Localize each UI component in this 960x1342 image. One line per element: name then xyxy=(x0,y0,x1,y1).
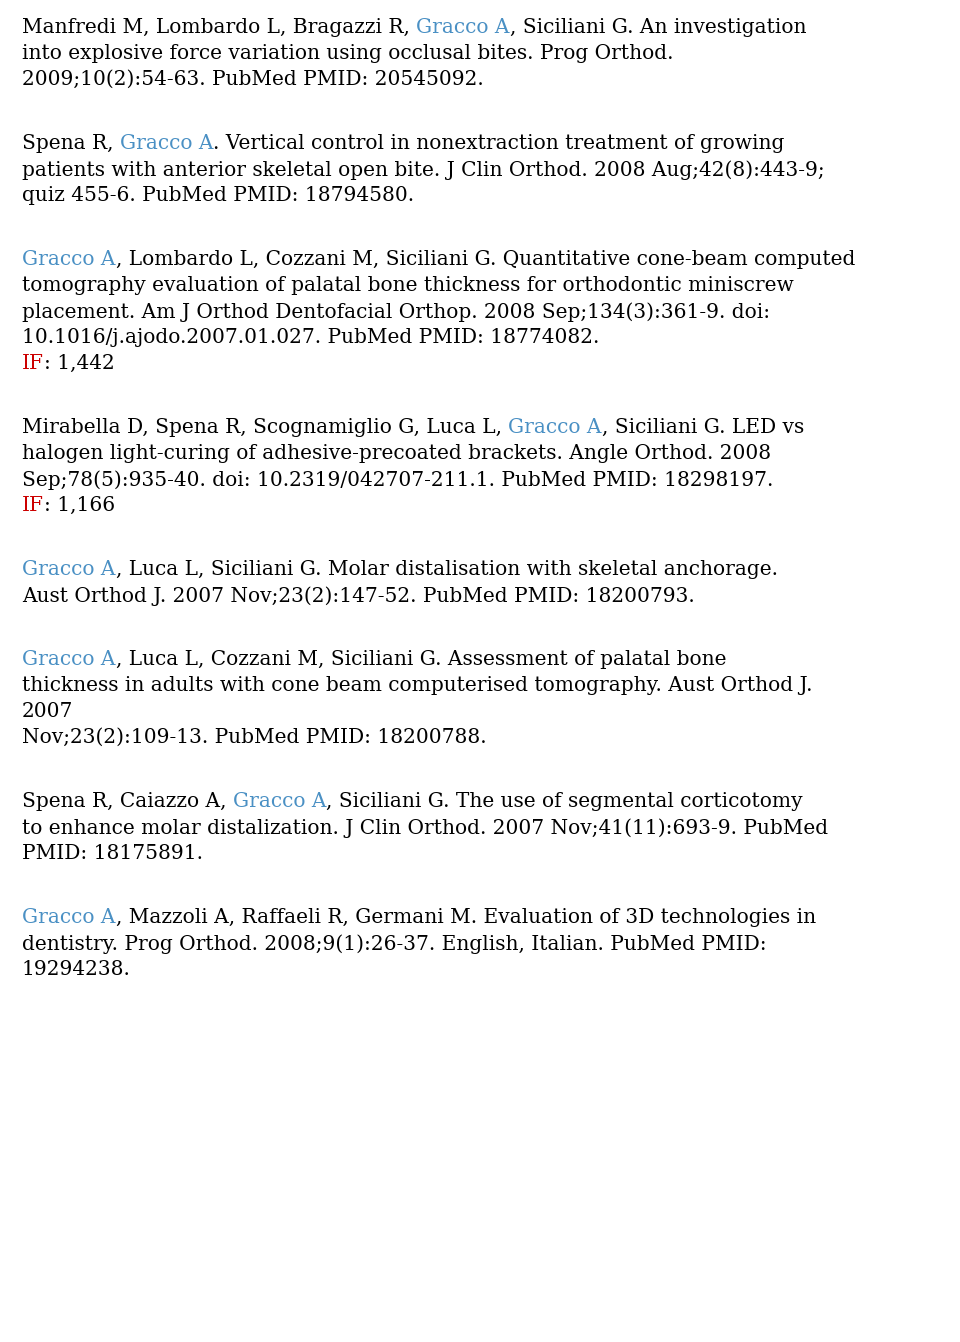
Text: thickness in adults with cone beam computerised tomography. Aust Orthod J.: thickness in adults with cone beam compu… xyxy=(22,676,812,695)
Text: Nov;23(2):109-13. PubMed PMID: 18200788.: Nov;23(2):109-13. PubMed PMID: 18200788. xyxy=(22,727,487,747)
Text: Gracco A: Gracco A xyxy=(233,792,326,811)
Text: Gracco A: Gracco A xyxy=(417,17,510,38)
Text: quiz 455-6. PubMed PMID: 18794580.: quiz 455-6. PubMed PMID: 18794580. xyxy=(22,187,414,205)
Text: Gracco A: Gracco A xyxy=(22,250,115,268)
Text: placement. Am J Orthod Dentofacial Orthop. 2008 Sep;134(3):361-9. doi:: placement. Am J Orthod Dentofacial Ortho… xyxy=(22,302,770,322)
Text: 2009;10(2):54-63. PubMed PMID: 20545092.: 2009;10(2):54-63. PubMed PMID: 20545092. xyxy=(22,70,484,89)
Text: patients with anterior skeletal open bite. J Clin Orthod. 2008 Aug;42(8):443-9;: patients with anterior skeletal open bit… xyxy=(22,160,825,180)
Text: Gracco A: Gracco A xyxy=(22,909,115,927)
Text: Manfredi M, Lombardo L, Bragazzi R,: Manfredi M, Lombardo L, Bragazzi R, xyxy=(22,17,417,38)
Text: Gracco A: Gracco A xyxy=(509,417,602,437)
Text: 2007: 2007 xyxy=(22,702,73,721)
Text: , Luca L, Siciliani G. Molar distalisation with skeletal anchorage.: , Luca L, Siciliani G. Molar distalisati… xyxy=(115,560,778,578)
Text: Mirabella D, Spena R, Scognamiglio G, Luca L,: Mirabella D, Spena R, Scognamiglio G, Lu… xyxy=(22,417,509,437)
Text: tomography evaluation of palatal bone thickness for orthodontic miniscrew: tomography evaluation of palatal bone th… xyxy=(22,276,794,295)
Text: Gracco A: Gracco A xyxy=(22,650,115,670)
Text: 19294238.: 19294238. xyxy=(22,960,131,980)
Text: , Siciliani G. LED vs: , Siciliani G. LED vs xyxy=(602,417,804,437)
Text: . Vertical control in nonextraction treatment of growing: . Vertical control in nonextraction trea… xyxy=(213,134,784,153)
Text: Sep;78(5):935-40. doi: 10.2319/042707-211.1. PubMed PMID: 18298197.: Sep;78(5):935-40. doi: 10.2319/042707-21… xyxy=(22,470,774,490)
Text: , Luca L, Cozzani M, Siciliani G. Assessment of palatal bone: , Luca L, Cozzani M, Siciliani G. Assess… xyxy=(115,650,726,670)
Text: Aust Orthod J. 2007 Nov;23(2):147-52. PubMed PMID: 18200793.: Aust Orthod J. 2007 Nov;23(2):147-52. Pu… xyxy=(22,586,695,605)
Text: Gracco A: Gracco A xyxy=(120,134,213,153)
Text: to enhance molar distalization. J Clin Orthod. 2007 Nov;41(11):693-9. PubMed: to enhance molar distalization. J Clin O… xyxy=(22,819,828,837)
Text: IF: IF xyxy=(22,354,44,373)
Text: dentistry. Prog Orthod. 2008;9(1):26-37. English, Italian. PubMed PMID:: dentistry. Prog Orthod. 2008;9(1):26-37.… xyxy=(22,934,767,954)
Text: IF: IF xyxy=(22,497,44,515)
Text: PMID: 18175891.: PMID: 18175891. xyxy=(22,844,203,863)
Text: Gracco A: Gracco A xyxy=(22,560,115,578)
Text: : 1,442: : 1,442 xyxy=(44,354,115,373)
Text: Spena R,: Spena R, xyxy=(22,134,120,153)
Text: halogen light-curing of adhesive-precoated brackets. Angle Orthod. 2008: halogen light-curing of adhesive-precoat… xyxy=(22,444,771,463)
Text: : 1,166: : 1,166 xyxy=(44,497,115,515)
Text: Spena R, Caiazzo A,: Spena R, Caiazzo A, xyxy=(22,792,233,811)
Text: , Siciliani G. The use of segmental corticotomy: , Siciliani G. The use of segmental cort… xyxy=(326,792,803,811)
Text: 10.1016/j.ajodo.2007.01.027. PubMed PMID: 18774082.: 10.1016/j.ajodo.2007.01.027. PubMed PMID… xyxy=(22,327,599,348)
Text: , Siciliani G. An investigation: , Siciliani G. An investigation xyxy=(510,17,806,38)
Text: , Lombardo L, Cozzani M, Siciliani G. Quantitative cone-beam computed: , Lombardo L, Cozzani M, Siciliani G. Qu… xyxy=(115,250,854,268)
Text: into explosive force variation using occlusal bites. Prog Orthod.: into explosive force variation using occ… xyxy=(22,44,674,63)
Text: , Mazzoli A, Raffaeli R, Germani M. Evaluation of 3D technologies in: , Mazzoli A, Raffaeli R, Germani M. Eval… xyxy=(115,909,816,927)
